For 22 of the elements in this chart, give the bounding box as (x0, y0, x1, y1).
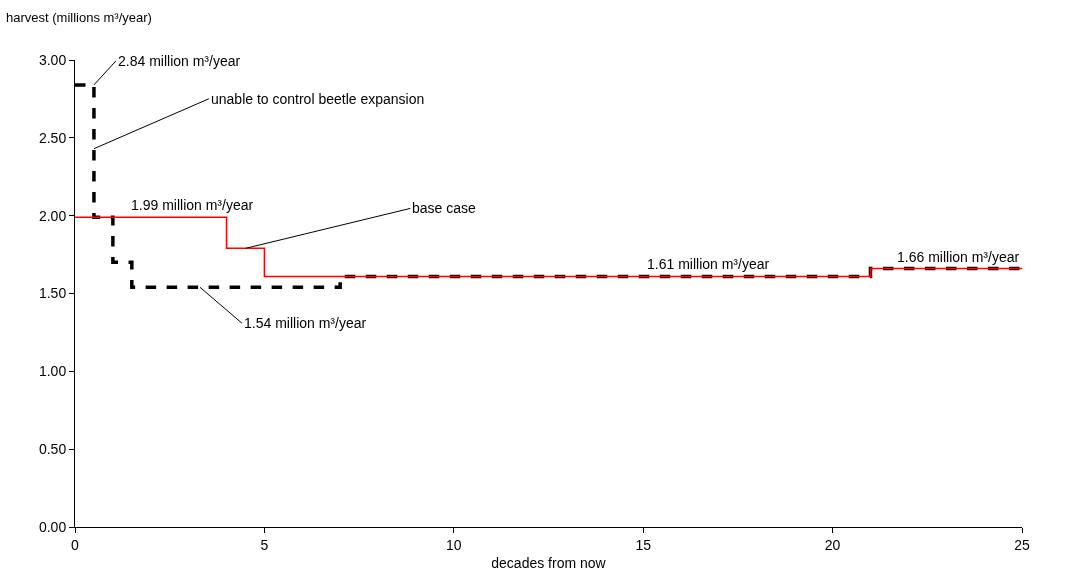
x-tick-label: 25 (1014, 536, 1030, 553)
y-tick-label: 3.00 (38, 51, 67, 68)
annotation: base case (412, 200, 477, 216)
y-tick-label: 2.00 (38, 207, 67, 224)
y-tick-label: 1.50 (38, 285, 67, 302)
x-tick-label: 0 (71, 536, 80, 553)
x-tick-label: 5 (260, 536, 269, 553)
annotation: unable to control beetle expansion (211, 91, 425, 107)
annotation: 1.54 million m³/year (244, 315, 367, 331)
annotation: 1.99 million m³/year (131, 197, 254, 213)
y-axis-title: harvest (millions m³/year) (6, 10, 152, 25)
annotation: 2.84 million m³/year (118, 53, 241, 69)
x-tick-label: 15 (635, 536, 652, 553)
annotation: 1.61 million m³/year (647, 256, 770, 272)
y-tick-label: 0.50 (38, 441, 67, 458)
x-tick-label: 10 (446, 536, 462, 553)
x-tick-label: 20 (824, 536, 841, 553)
y-tick-label: 1.00 (38, 363, 67, 380)
y-tick-label: 0.00 (38, 518, 67, 535)
y-tick-label: 2.50 (38, 129, 67, 146)
x-axis-title: decades from now (491, 555, 607, 572)
annotation: 1.66 million m³/year (897, 249, 1020, 265)
